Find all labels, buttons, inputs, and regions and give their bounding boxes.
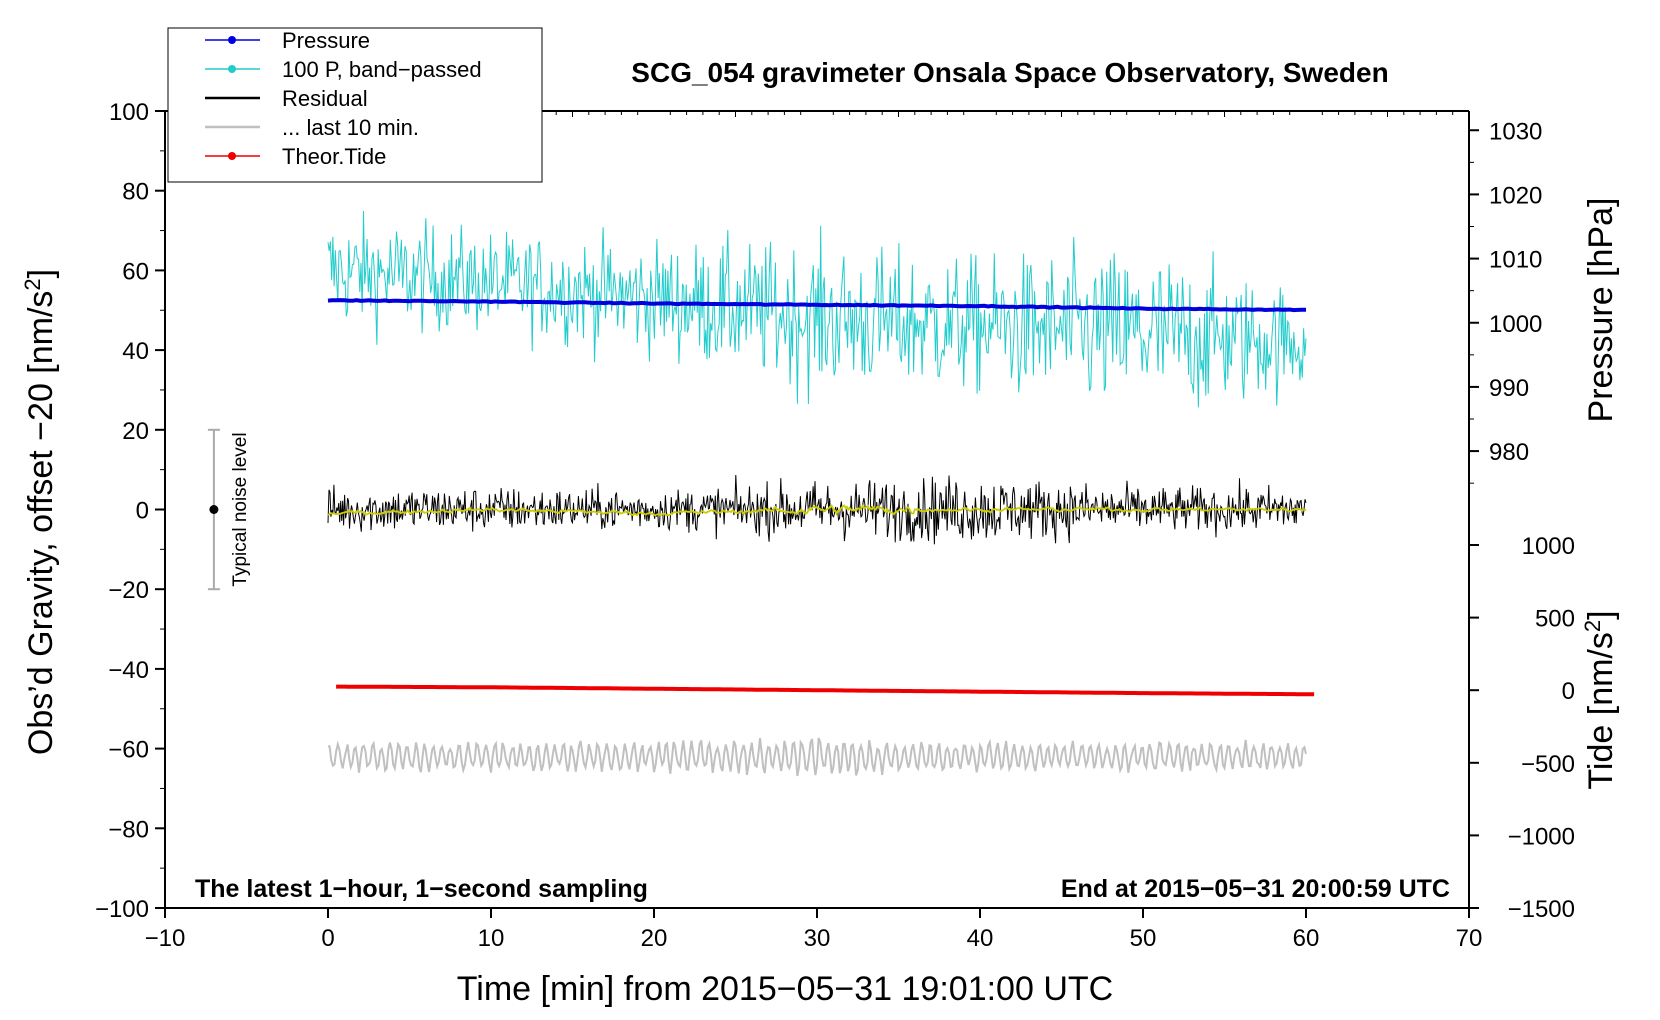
tide-axis-title-sup: 2 [1580, 620, 1605, 632]
x-tick-label: 50 [1130, 925, 1157, 952]
x-tick-label: −10 [145, 925, 186, 952]
x-axis-title: Time [min] from 2015−05−31 19:01:00 UTC [457, 970, 1113, 1008]
tide-tick-label: −1000 [1508, 823, 1575, 850]
series-layer [327, 210, 1315, 777]
legend-label: Residual [282, 86, 368, 111]
legend-label: Pressure [282, 28, 370, 53]
x-tick-label: 40 [967, 925, 994, 952]
series-line-theor-tide [336, 684, 1315, 697]
pressure-tick-label: 980 [1489, 439, 1529, 466]
tide-axis-title: Tide [nm/s2] [1580, 610, 1620, 789]
legend-marker [228, 65, 236, 73]
x-tick-label: 30 [804, 925, 831, 952]
noise-level-label: Typical noise level [230, 432, 251, 586]
series-line-pressure [327, 298, 1306, 313]
tide-tick-label: 500 [1535, 606, 1575, 633]
tide-tick-label: 0 [1562, 678, 1575, 705]
axis-ticks: −10 0 10 20 30 40 50 60 70−100−80−60−40−20020406… [95, 99, 1575, 952]
x-tick-label: 10 [478, 925, 505, 952]
left-tick-label: −80 [108, 816, 149, 843]
left-tick-label: 60 [122, 258, 149, 285]
pressure-tick-label: 990 [1489, 375, 1529, 402]
noise-bar-center [209, 505, 219, 514]
series-line-band-passed-pressure [327, 210, 1307, 408]
pressure-tick-label: 1020 [1489, 182, 1542, 209]
left-axis-title: Obs’d Gravity, offset −20 [nm/s2] [20, 269, 60, 755]
series-line-residual-smoothed [327, 504, 1307, 517]
legend-marker [228, 36, 236, 44]
left-tick-label: 100 [109, 99, 149, 126]
legend: Pressure 100 P, band−passed Residual ... la… [167, 27, 543, 183]
x-tick-label: 20 [641, 925, 668, 952]
sampling-note: The latest 1−hour, 1−second sampling [195, 875, 648, 903]
left-axis-title-sup: 2 [20, 278, 45, 290]
legend-label: ... last 10 min. [282, 115, 419, 140]
left-tick-label: −40 [108, 657, 149, 684]
x-tick-label: 70 [1456, 925, 1483, 952]
left-tick-label: 0 [136, 498, 149, 525]
left-tick-label: 80 [122, 179, 149, 206]
left-axis-title-text: Obs’d Gravity, offset −20 [nm/s [22, 291, 60, 756]
series-line-last-10-min [327, 737, 1307, 777]
legend-label: 100 P, band−passed [282, 57, 482, 82]
noise-level-marker [207, 428, 220, 591]
left-tick-label: 40 [122, 338, 149, 365]
pressure-axis-title: Pressure [hPa] [1582, 198, 1620, 423]
tide-axis-title-suffix: ] [1582, 610, 1620, 619]
left-tick-label: −100 [95, 896, 149, 923]
legend-label: Theor.Tide [282, 144, 386, 169]
pressure-tick-label: 1030 [1489, 118, 1542, 145]
x-tick-label: 0 [321, 925, 334, 952]
end-time-note: End at 2015−05−31 20:00:59 UTC [1061, 875, 1450, 903]
left-tick-label: −60 [108, 737, 149, 764]
tide-axis-title-text: Tide [nm/s [1582, 632, 1620, 789]
left-tick-label: 20 [122, 418, 149, 445]
tide-tick-label: −500 [1521, 751, 1575, 778]
tide-tick-label: 1000 [1522, 533, 1575, 560]
tide-tick-label: −1500 [1508, 896, 1575, 923]
pressure-tick-label: 1010 [1489, 247, 1542, 274]
chart-title: SCG_054 gravimeter Onsala Space Observat… [631, 57, 1388, 88]
pressure-tick-label: 1000 [1489, 311, 1542, 338]
x-tick-label: 60 [1293, 925, 1320, 952]
left-axis-title-suffix: ] [22, 269, 60, 278]
legend-marker [228, 152, 236, 160]
left-tick-label: −20 [108, 577, 149, 604]
